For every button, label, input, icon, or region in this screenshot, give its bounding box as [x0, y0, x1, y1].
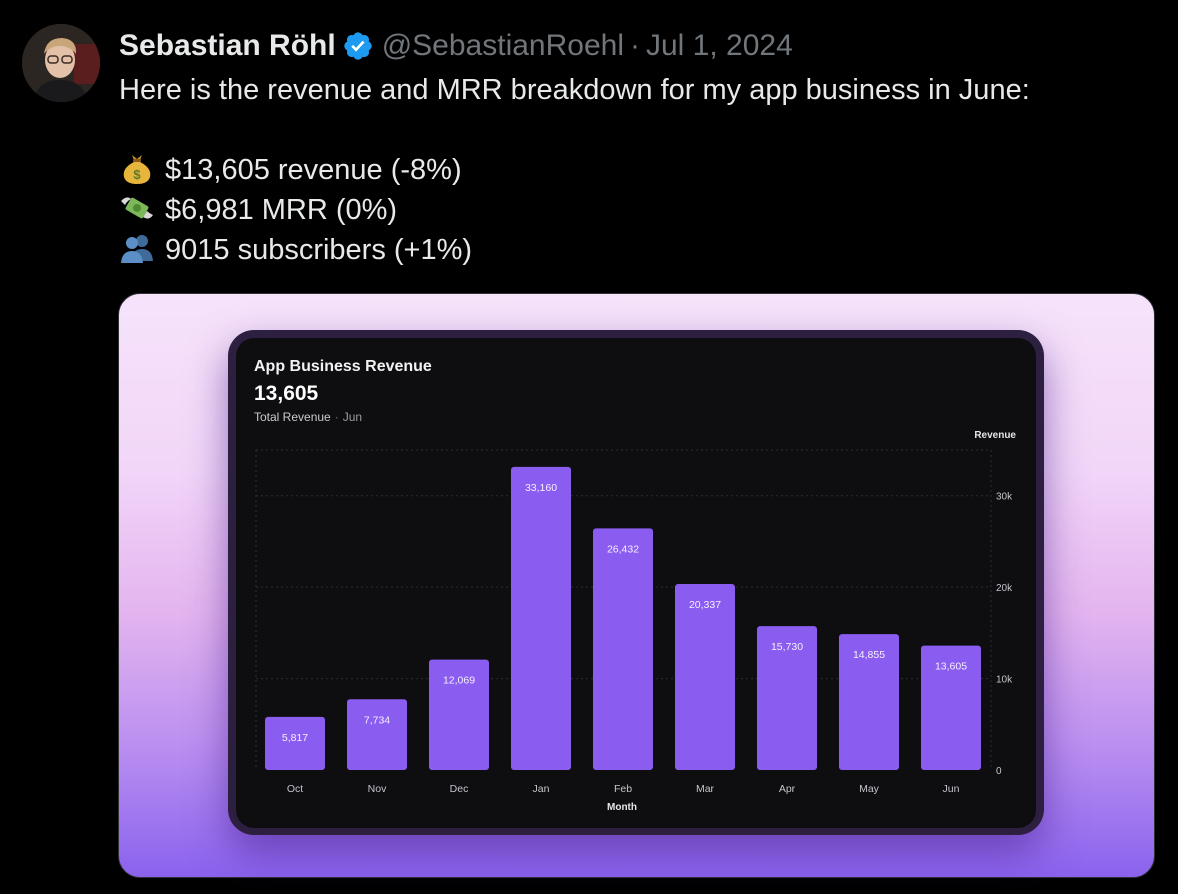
x-tick-label: Jun [943, 783, 960, 795]
x-tick-label: Feb [614, 783, 632, 795]
money-bag-icon: $ [119, 151, 155, 185]
bar [511, 466, 571, 770]
bar-value-label: 5,817 [282, 732, 308, 744]
stat-line-subscribers: 9015 subscribers (+1%) [119, 230, 1030, 270]
bar [921, 645, 981, 770]
tweet-text: Here is the revenue and MRR breakdown fo… [119, 70, 1030, 270]
author-name[interactable]: Sebastian Röhl [119, 29, 336, 62]
bar-value-label: 20,337 [689, 599, 721, 611]
bar [265, 716, 325, 770]
bar-value-label: 15,730 [771, 641, 803, 653]
money-with-wings-icon [119, 191, 155, 225]
card-subtitle: Total Revenue · Jun [254, 410, 362, 424]
bar-value-label: 7,734 [364, 714, 390, 726]
stat-text-subscribers: 9015 subscribers (+1%) [165, 234, 473, 266]
bar-value-label: 14,855 [853, 649, 885, 661]
bar-value-label: 33,160 [525, 482, 557, 494]
y-axis-label: Revenue [974, 430, 1016, 441]
avatar-photo [22, 24, 100, 102]
blank-line [119, 110, 1030, 150]
stat-text-revenue: $13,605 revenue (-8%) [165, 154, 462, 186]
bar-value-label: 26,432 [607, 543, 639, 555]
author-handle[interactable]: @SebastianRoehl [381, 29, 624, 62]
x-tick-label: Oct [287, 783, 303, 795]
x-tick-label: Mar [696, 783, 715, 795]
stat-line-revenue: $ $13,605 revenue (-8%) [119, 150, 1030, 190]
card-subtitle-period: Jun [342, 410, 363, 424]
bar [757, 626, 817, 770]
y-tick-label: 10k [996, 675, 1013, 686]
x-tick-label: Nov [368, 783, 387, 795]
tweet-header: Sebastian Röhl @SebastianRoehl · Jul 1, … [119, 26, 793, 66]
bar [347, 699, 407, 770]
avatar[interactable] [22, 24, 100, 102]
stat-text-mrr: $6,981 MRR (0%) [165, 194, 398, 226]
header-separator: · [630, 29, 640, 62]
svg-text:$: $ [133, 167, 141, 182]
x-tick-label: Jan [533, 783, 550, 795]
stat-line-mrr: $6,981 MRR (0%) [119, 190, 1030, 230]
tweet-intro: Here is the revenue and MRR breakdown fo… [119, 74, 1030, 106]
x-axis-label: Month [607, 802, 637, 813]
y-tick-label: 20k [996, 583, 1013, 594]
tweet-date[interactable]: Jul 1, 2024 [646, 29, 793, 62]
bar [675, 584, 735, 770]
revenue-card: App Business Revenue 13,605 Total Revenu… [236, 338, 1036, 828]
card-title: App Business Revenue [254, 358, 432, 375]
bar [429, 659, 489, 770]
card-total: 13,605 [254, 382, 319, 405]
x-tick-label: May [859, 783, 880, 795]
bar-value-label: 13,605 [935, 661, 967, 673]
revenue-bar-chart: 0 10k 20k 30k Revenue 5,817 Oct 7,734 Nov 12,069 D… [255, 430, 1016, 813]
card-subtitle-label: Total Revenue [254, 410, 331, 424]
verified-badge-icon[interactable] [342, 30, 374, 62]
y-tick-label: 0 [996, 766, 1002, 777]
bar-value-label: 12,069 [443, 675, 475, 687]
card-subtitle-separator: · [334, 410, 339, 424]
x-tick-label: Dec [450, 783, 469, 795]
x-tick-label: Apr [779, 783, 796, 795]
bar [593, 528, 653, 770]
bar [839, 634, 899, 770]
busts-in-silhouette-icon [119, 231, 155, 265]
y-tick-label: 30k [996, 492, 1013, 503]
